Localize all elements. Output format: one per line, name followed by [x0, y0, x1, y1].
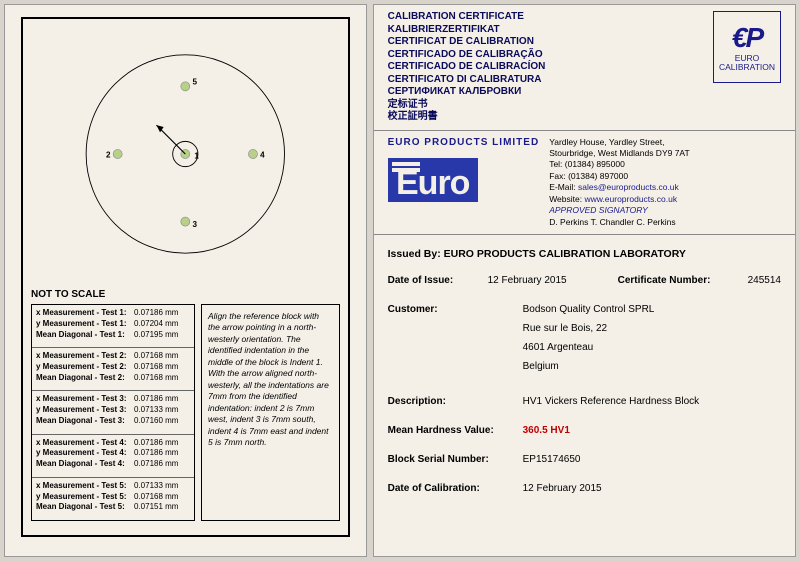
- measurement-table: x Measurement - Test 1:0.07186 mmy Measu…: [31, 304, 195, 521]
- table-row: y Measurement - Test 3:0.07133 mm: [36, 405, 190, 416]
- euro-logo: EURO PRODUCTS LIMITED Euro: [388, 137, 540, 229]
- email-link[interactable]: sales@europroducts.co.uk: [578, 182, 679, 192]
- table-row: x Measurement - Test 1:0.07186 mm: [36, 308, 190, 319]
- right-page: CALIBRATION CERTIFICATEKALIBRIERZERTIFIK…: [373, 4, 796, 557]
- left-page: 1 2 3 4 5 NOT TO: [4, 4, 367, 557]
- table-row: y Measurement - Test 1:0.07204 mm: [36, 319, 190, 330]
- table-row: y Measurement - Test 2:0.07168 mm: [36, 362, 190, 373]
- euro-calibration-logo: €P EURO CALIBRATION: [713, 11, 781, 83]
- table-row: Mean Diagonal - Test 3:0.07160 mm: [36, 416, 190, 427]
- issued-by: Issued By: EURO PRODUCTS CALIBRATION LAB…: [388, 245, 781, 265]
- certificate-number: 245514: [748, 271, 781, 290]
- table-row: Mean Diagonal - Test 4:0.07186 mm: [36, 459, 190, 470]
- test-group: x Measurement - Test 2:0.07168 mmy Measu…: [32, 348, 194, 391]
- svg-text:3: 3: [193, 220, 198, 229]
- customer-block: Bodson Quality Control SPRLRue sur le Bo…: [523, 300, 781, 376]
- certificate-titles: CALIBRATION CERTIFICATEKALIBRIERZERTIFIK…: [388, 11, 713, 124]
- table-row: y Measurement - Test 5:0.07168 mm: [36, 492, 190, 503]
- table-row: Mean Diagonal - Test 5:0.07151 mm: [36, 502, 190, 513]
- not-to-scale-label: NOT TO SCALE: [23, 289, 348, 304]
- table-row: x Measurement - Test 4:0.07186 mm: [36, 438, 190, 449]
- table-row: x Measurement - Test 5:0.07133 mm: [36, 481, 190, 492]
- table-row: x Measurement - Test 3:0.07186 mm: [36, 394, 190, 405]
- description-value: HV1 Vickers Reference Hardness Block: [523, 392, 781, 411]
- table-row: Mean Diagonal - Test 1:0.07195 mm: [36, 330, 190, 341]
- svg-text:1: 1: [194, 152, 199, 161]
- date-of-issue: 12 February 2015: [488, 271, 618, 290]
- test-group: x Measurement - Test 5:0.07133 mmy Measu…: [32, 478, 194, 520]
- test-group: x Measurement - Test 1:0.07186 mmy Measu…: [32, 305, 194, 348]
- test-group: x Measurement - Test 3:0.07186 mmy Measu…: [32, 391, 194, 434]
- table-row: x Measurement - Test 2:0.07168 mm: [36, 351, 190, 362]
- company-address: Yardley House, Yardley Street, Stourbrid…: [549, 137, 689, 229]
- svg-text:5: 5: [193, 78, 198, 87]
- test-group: x Measurement - Test 4:0.07186 mmy Measu…: [32, 435, 194, 478]
- table-row: y Measurement - Test 4:0.07186 mm: [36, 448, 190, 459]
- alignment-instructions: Align the reference block with the arrow…: [201, 304, 340, 521]
- svg-text:4: 4: [260, 151, 265, 160]
- svg-text:2: 2: [106, 151, 111, 160]
- date-of-calibration: 12 February 2015: [523, 479, 781, 498]
- table-row: Mean Diagonal - Test 2:0.07168 mm: [36, 373, 190, 384]
- website-link[interactable]: www.europroducts.co.uk: [584, 194, 677, 204]
- block-serial-number: EP15174650: [523, 450, 781, 469]
- indent-diagram: 1 2 3 4 5: [23, 19, 348, 289]
- mean-hardness-value: 360.5 HV1: [523, 421, 781, 440]
